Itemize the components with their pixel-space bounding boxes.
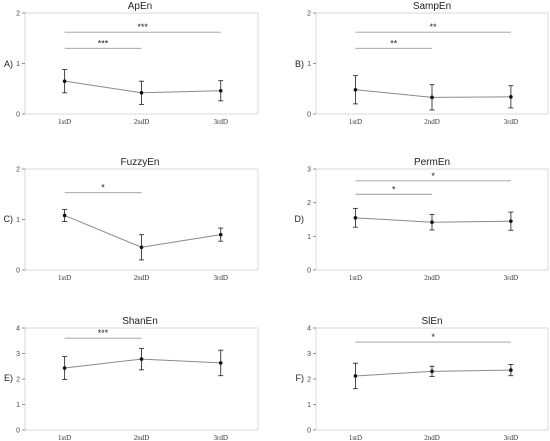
significance-label: * [431, 332, 435, 342]
y-tick-label: 1 [307, 61, 311, 68]
x-tick-label: 1stD [58, 434, 71, 441]
x-tick-label: 2ndD [424, 434, 440, 441]
y-tick-label: 1 [307, 234, 311, 241]
panel-title: FuzzyEn [121, 157, 160, 168]
y-tick-label: 3 [307, 351, 311, 358]
y-tick-label: 0 [307, 268, 311, 275]
series-line [64, 80, 221, 94]
panel-label: C) [4, 214, 14, 224]
x-tick-label: 2ndD [134, 274, 150, 282]
panel-shanen: ShanEn E) 0 1 2 3 4 1stD 2ndD 3rdD *** [4, 316, 259, 441]
data-point [139, 245, 144, 250]
panel-apen: ApEn A) 0 1 2 1stD 2ndD 3rdD *** *** [4, 1, 259, 126]
significance-label: *** [98, 38, 109, 48]
data-point [430, 220, 434, 224]
significance-label: * [392, 184, 396, 194]
data-point [353, 216, 358, 220]
plot-frame [315, 327, 549, 431]
panel-label: A) [4, 59, 13, 69]
significance-label: * [101, 183, 105, 193]
significance-label: * [431, 171, 435, 181]
panel-label: B) [295, 59, 304, 69]
x-tick-label: 1stD [58, 118, 71, 126]
x-tick-label: 2ndD [424, 118, 440, 126]
x-tick-label: 3rdD [504, 274, 518, 282]
y-tick-label: 2 [307, 377, 311, 384]
x-tick-label: 3rdD [214, 118, 228, 126]
y-tick-label: 1 [16, 61, 20, 68]
panel-sampen: SampEn B) 0 1 2 1stD 2ndD 3rdD ** ** [295, 1, 549, 126]
data-point [509, 219, 513, 223]
y-tick-label: 2 [16, 377, 20, 384]
data-point [430, 95, 434, 100]
x-tick-label: 3rdD [504, 434, 518, 441]
data-point [509, 95, 513, 99]
y-tick-label: 1 [16, 217, 20, 224]
data-point [509, 368, 513, 372]
x-tick-label: 3rdD [214, 274, 228, 282]
data-point [218, 88, 223, 93]
x-tick-label: 2ndD [134, 434, 150, 441]
data-point [353, 374, 358, 378]
y-tick-label: 1 [16, 402, 20, 409]
data-point [62, 79, 67, 83]
significance-label: *** [137, 22, 148, 32]
x-tick-label: 2ndD [424, 274, 440, 282]
data-point [62, 213, 67, 218]
x-tick-label: 1stD [349, 434, 362, 441]
plot-frame [315, 168, 549, 271]
y-tick-label: 3 [16, 351, 20, 358]
data-point [139, 90, 144, 95]
plot-frame [24, 327, 259, 431]
y-tick-label: 0 [307, 112, 311, 119]
significance-label: *** [98, 328, 109, 338]
y-tick-label: 0 [307, 428, 311, 435]
y-tick-label: 2 [307, 200, 311, 207]
data-point [430, 369, 434, 374]
panel-fuzzyen: FuzzyEn C) 0 1 2 1stD 2ndD 3rdD * [4, 157, 259, 282]
x-tick-label: 2ndD [134, 118, 150, 126]
y-tick-label: 2 [307, 11, 311, 18]
data-point [62, 366, 67, 370]
panel-title: ShanEn [122, 316, 158, 327]
series-line [64, 214, 221, 248]
data-point [139, 357, 144, 361]
panel-title: SlEn [421, 316, 442, 327]
panel-title: PermEn [414, 157, 450, 168]
y-tick-label: 2 [16, 167, 20, 174]
y-tick-label: 1 [307, 402, 311, 409]
data-point [353, 87, 358, 92]
data-point [218, 232, 223, 237]
y-tick-label: 0 [16, 112, 20, 119]
x-tick-label: 3rdD [504, 118, 518, 126]
y-tick-label: 2 [16, 11, 20, 18]
panel-label: F) [296, 373, 305, 383]
panel-title: SampEn [413, 1, 451, 12]
significance-label: ** [430, 22, 438, 32]
panel-label: D) [295, 214, 305, 224]
panel-label: E) [4, 373, 13, 383]
y-tick-label: 4 [307, 326, 311, 333]
panel-permen: PermEn D) 0 1 2 3 1stD 2ndD 3rdD * * [295, 157, 549, 282]
panel-title: ApEn [128, 1, 152, 12]
y-tick-label: 3 [307, 167, 311, 174]
panel-slen: SlEn F) 0 1 2 3 4 1stD 2ndD 3rdD * [296, 316, 549, 441]
x-tick-label: 3rdD [214, 434, 228, 441]
y-tick-label: 4 [16, 326, 20, 333]
data-point [218, 361, 223, 365]
x-tick-label: 1stD [58, 274, 71, 282]
significance-label: ** [390, 38, 398, 48]
x-tick-label: 1stD [349, 274, 362, 282]
y-tick-label: 0 [16, 268, 20, 275]
y-tick-label: 0 [16, 428, 20, 435]
x-tick-label: 1stD [349, 118, 362, 126]
